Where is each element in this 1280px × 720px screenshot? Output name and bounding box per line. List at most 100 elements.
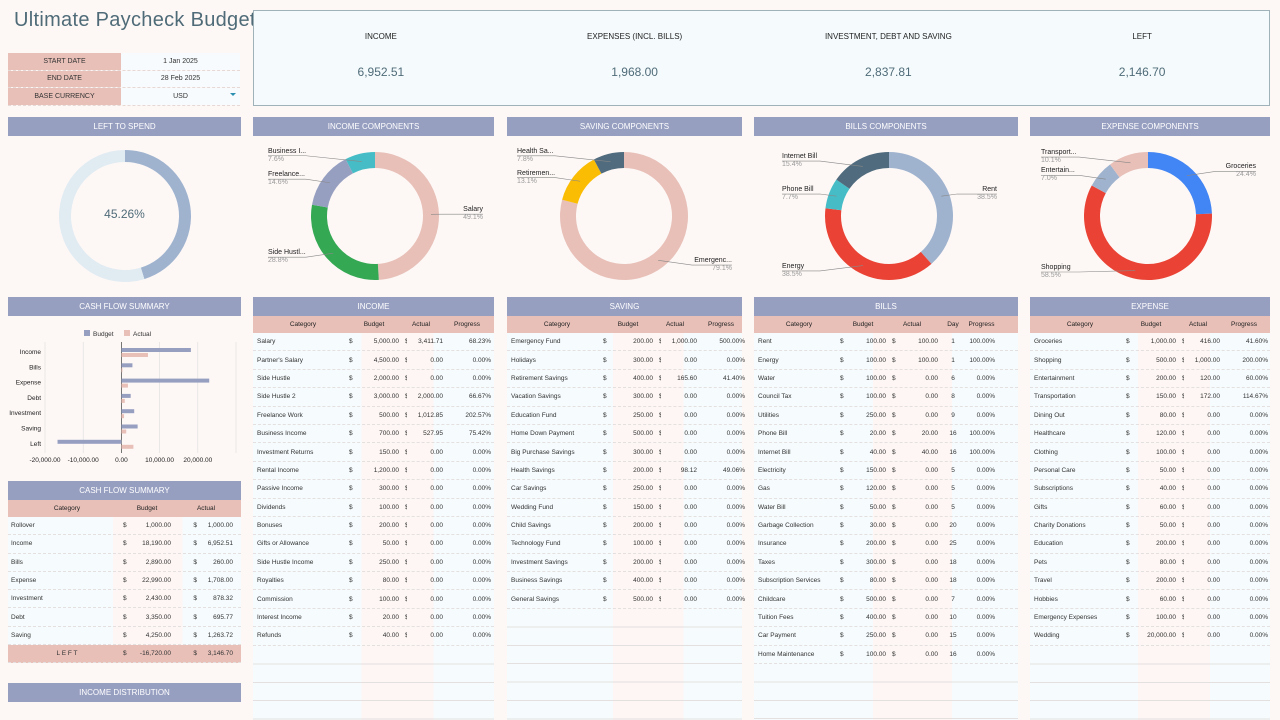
table-row[interactable]: Partner's Salary $4,500.00 $0.00 0.00% bbox=[253, 351, 494, 370]
table-row[interactable]: Rental Income $1,200.00 $0.00 0.00% bbox=[253, 461, 494, 481]
table-row[interactable]: Wedding Fund $150.00 $0.00 0.00% bbox=[507, 498, 745, 517]
table-row[interactable]: Water $100.00 $0.00 6 0.00% bbox=[754, 369, 1018, 389]
donut-slice[interactable] bbox=[836, 152, 889, 189]
table-row[interactable]: Freelance Work $500.00 $1,012.85 202.57% bbox=[253, 406, 494, 425]
dropdown-caret-icon[interactable] bbox=[230, 93, 236, 97]
table-row[interactable]: Investment Returns $150.00 $0.00 0.00% bbox=[253, 443, 494, 462]
table-row[interactable]: Business Income $700.00 $527.95 75.42% bbox=[253, 424, 494, 444]
table-row[interactable]: Transportation $150.00 $172.00 114.67% bbox=[1030, 388, 1270, 407]
table-row[interactable]: Interest Income $20.00 $0.00 0.00% bbox=[253, 608, 494, 628]
donut-slice[interactable] bbox=[593, 152, 624, 174]
table-row[interactable]: Dining Out $80.00 $0.00 0.00% bbox=[1030, 406, 1270, 425]
table-row[interactable]: Wedding $20,000.00 $0.00 0.00% bbox=[1030, 627, 1270, 646]
bar-actual-bills[interactable] bbox=[121, 368, 123, 373]
table-row[interactable]: Electricity $150.00 $0.00 5 0.00% bbox=[754, 461, 1018, 481]
table-row[interactable]: Travel $200.00 $0.00 0.00% bbox=[1030, 572, 1270, 591]
donut-slice[interactable] bbox=[1091, 164, 1120, 194]
donut-slice[interactable] bbox=[312, 159, 353, 208]
donut-slice[interactable] bbox=[825, 179, 850, 211]
donut-slice[interactable] bbox=[345, 152, 375, 174]
table-row[interactable]: Child Savings $200.00 $0.00 0.00% bbox=[507, 516, 745, 536]
table-row[interactable]: General Savings $500.00 $0.00 0.00% bbox=[507, 590, 745, 609]
table-row[interactable]: Passive Income $300.00 $0.00 0.00% bbox=[253, 480, 494, 499]
table-row[interactable]: Gas $120.00 $0.00 5 0.00% bbox=[754, 480, 1018, 499]
bar-actual-expense[interactable] bbox=[121, 383, 128, 388]
table-row[interactable]: Bonuses $200.00 $0.00 0.00% bbox=[253, 516, 494, 536]
table-row[interactable]: Home Maintenance $100.00 $0.00 16 0.00% bbox=[754, 645, 1018, 665]
table-row[interactable]: Car Payment $250.00 $0.00 15 0.00% bbox=[754, 627, 1018, 646]
table-row[interactable]: Personal Care $50.00 $0.00 0.00% bbox=[1030, 461, 1270, 481]
table-row[interactable]: Council Tax $100.00 $0.00 8 0.00% bbox=[754, 388, 1018, 407]
donut-slice[interactable] bbox=[1110, 152, 1148, 178]
table-row[interactable]: Investment Savings $200.00 $0.00 0.00% bbox=[507, 553, 745, 573]
table-row[interactable]: Home Down Payment $500.00 $0.00 0.00% bbox=[507, 424, 745, 444]
donut-slice[interactable] bbox=[562, 159, 602, 204]
bar-actual-left[interactable] bbox=[121, 444, 134, 449]
donut-slice[interactable] bbox=[375, 152, 440, 280]
table-row[interactable]: Business Savings $400.00 $0.00 0.00% bbox=[507, 572, 745, 591]
table-row[interactable]: Tuition Fees $400.00 $0.00 10 0.00% bbox=[754, 608, 1018, 628]
start-date-field[interactable]: 1 Jan 2025 bbox=[121, 53, 240, 70]
table-row[interactable]: Pets $80.00 $0.00 0.00% bbox=[1030, 553, 1270, 573]
bar-budget-bills[interactable] bbox=[121, 363, 133, 368]
table-row[interactable]: Energy $100.00 $100.00 1 100.00% bbox=[754, 351, 1018, 370]
table-row[interactable]: Holidays $300.00 $0.00 0.00% bbox=[507, 351, 745, 370]
table-row[interactable]: Education Fund $250.00 $0.00 0.00% bbox=[507, 406, 745, 425]
donut-slice[interactable] bbox=[1148, 152, 1212, 215]
table-row[interactable]: Commission $100.00 $0.00 0.00% bbox=[253, 590, 494, 609]
table-row[interactable]: Groceries $1,000.00 $416.00 41.60% bbox=[1030, 333, 1270, 352]
table-row[interactable]: Dividends $100.00 $0.00 0.00% bbox=[253, 498, 494, 517]
bar-budget-investment[interactable] bbox=[121, 409, 135, 414]
table-row[interactable]: Water Bill $50.00 $0.00 5 0.00% bbox=[754, 498, 1018, 517]
bar-budget-income[interactable] bbox=[121, 348, 191, 352]
table-row[interactable]: Shopping $500.00 $1,000.00 200.00% bbox=[1030, 351, 1270, 370]
donut-slice[interactable] bbox=[824, 208, 932, 281]
table-row[interactable]: Emergency Expenses $100.00 $0.00 0.00% bbox=[1030, 608, 1270, 628]
donut-slice[interactable] bbox=[310, 204, 379, 281]
table-row[interactable]: Internet Bill $40.00 $40.00 16 100.00% bbox=[754, 443, 1018, 462]
table-row[interactable]: Refunds $40.00 $0.00 0.00% bbox=[253, 627, 494, 646]
end-date-field[interactable]: 28 Feb 2025 bbox=[121, 70, 240, 88]
table-row[interactable]: Education $200.00 $0.00 0.00% bbox=[1030, 535, 1270, 554]
table-row[interactable]: Royalties $80.00 $0.00 0.00% bbox=[253, 572, 494, 591]
table-row[interactable]: Clothing $100.00 $0.00 0.00% bbox=[1030, 443, 1270, 462]
table-row[interactable]: Hobbies $60.00 $0.00 0.00% bbox=[1030, 590, 1270, 609]
table-row[interactable]: Childcare $500.00 $0.00 7 0.00% bbox=[754, 590, 1018, 609]
currency-select[interactable]: USD bbox=[121, 88, 240, 105]
table-row[interactable]: Side Hustle 2 $3,000.00 $2,000.00 66.67% bbox=[253, 388, 494, 407]
table-row[interactable]: Emergency Fund $200.00 $1,000.00 500.00% bbox=[507, 333, 745, 352]
bar-actual-income[interactable] bbox=[121, 353, 148, 357]
table-row[interactable]: Healthcare $120.00 $0.00 0.00% bbox=[1030, 424, 1270, 444]
bar-actual-debt[interactable] bbox=[121, 398, 125, 403]
table-row[interactable]: Phone Bill $20.00 $20.00 16 100.00% bbox=[754, 424, 1018, 444]
donut-slice[interactable] bbox=[1084, 185, 1212, 281]
table-row[interactable]: Side Hustle Income $250.00 $0.00 0.00% bbox=[253, 553, 494, 573]
donut-slice-remaining[interactable] bbox=[59, 150, 145, 282]
table-row[interactable]: Car Savings $250.00 $0.00 0.00% bbox=[507, 480, 745, 499]
bar-actual-saving[interactable] bbox=[121, 429, 127, 434]
bar-budget-debt[interactable] bbox=[121, 393, 131, 398]
table-row[interactable]: Gifts $60.00 $0.00 0.00% bbox=[1030, 498, 1270, 517]
bar-budget-left[interactable] bbox=[57, 439, 122, 444]
bar-budget-saving[interactable] bbox=[121, 424, 138, 429]
bar-actual-investment[interactable] bbox=[121, 414, 125, 419]
table-row[interactable]: Subscription Services $80.00 $0.00 18 0.00% bbox=[754, 572, 1018, 591]
table-row[interactable]: Gifts or Allowance $50.00 $0.00 0.00% bbox=[253, 535, 494, 554]
table-row[interactable]: Rent $100.00 $100.00 1 100.00% bbox=[754, 333, 1018, 352]
table-row[interactable]: Garbage Collection $30.00 $0.00 20 0.00% bbox=[754, 516, 1018, 536]
table-row[interactable]: Charity Donations $50.00 $0.00 0.00% bbox=[1030, 516, 1270, 536]
table-row[interactable]: Retirement Savings $400.00 $165.60 41.40% bbox=[507, 369, 745, 389]
table-row[interactable]: Salary $5,000.00 $3,411.71 68.23% bbox=[253, 333, 494, 352]
table-row[interactable]: Utilities $250.00 $0.00 9 0.00% bbox=[754, 406, 1018, 425]
bar-budget-expense[interactable] bbox=[121, 378, 210, 383]
table-row[interactable]: Insurance $200.00 $0.00 25 0.00% bbox=[754, 535, 1018, 554]
table-row[interactable]: Taxes $300.00 $0.00 18 0.00% bbox=[754, 553, 1018, 573]
table-row[interactable]: Health Savings $200.00 $98.12 49.06% bbox=[507, 461, 745, 481]
table-row[interactable]: Subscriptions $40.00 $0.00 0.00% bbox=[1030, 480, 1270, 499]
donut-slice-spent[interactable] bbox=[125, 150, 191, 280]
table-row[interactable]: Side Hustle $2,000.00 $0.00 0.00% bbox=[253, 369, 494, 389]
table-row[interactable]: Big Purchase Savings $300.00 $0.00 0.00% bbox=[507, 443, 745, 462]
donut-slice[interactable] bbox=[889, 152, 954, 264]
table-row[interactable]: Entertainment $200.00 $120.00 60.00% bbox=[1030, 369, 1270, 389]
table-row[interactable]: Vacation Savings $300.00 $0.00 0.00% bbox=[507, 388, 745, 407]
